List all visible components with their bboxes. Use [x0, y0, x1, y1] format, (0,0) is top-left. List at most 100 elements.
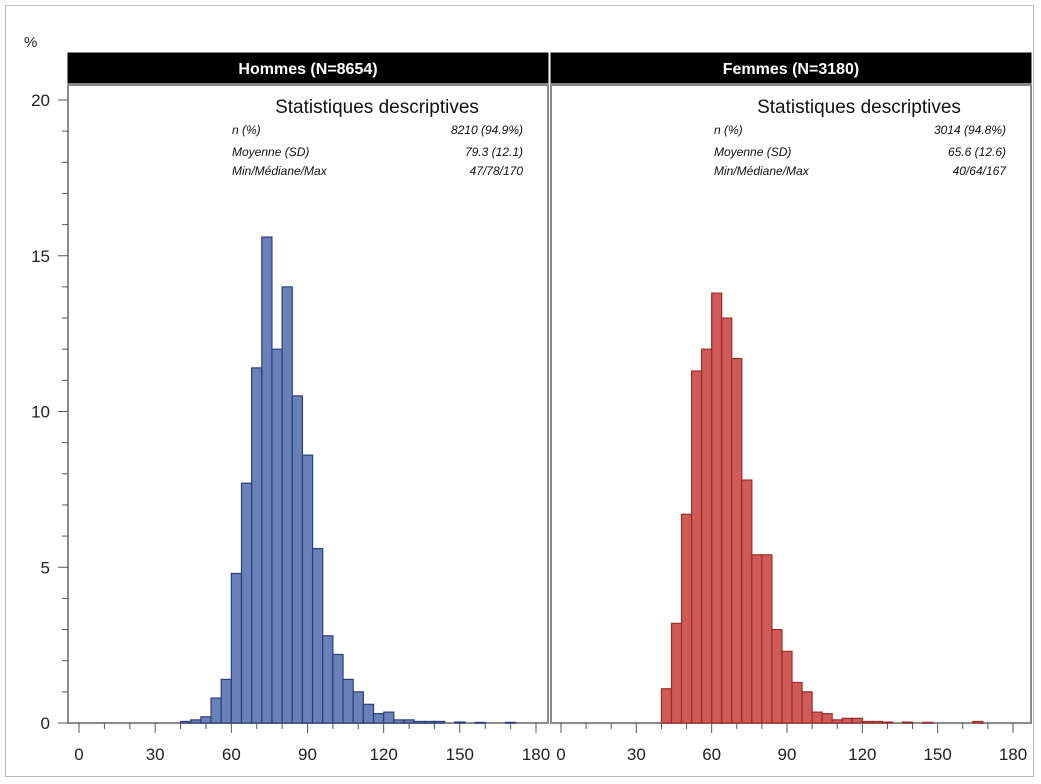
histogram-bar [731, 357, 743, 724]
x-tick-label: 30 [627, 745, 646, 764]
histogram-bar [901, 721, 914, 724]
x-tick-label: 90 [778, 745, 797, 764]
x-tick-label: 60 [702, 745, 721, 764]
stats-title: Statistiques descriptives [275, 97, 479, 118]
histogram-bar [454, 721, 466, 724]
histogram-bar [811, 711, 823, 724]
histogram-bar [851, 717, 863, 724]
histogram-bar [210, 697, 222, 724]
histogram-bar [821, 713, 833, 724]
axes: 0 30 60 90 120 150 180 0 30 60 90 120 150 180 0 5 10 15 20 [31, 91, 1027, 764]
histogram-bar [372, 713, 385, 724]
panel-strip-femmes [550, 52, 1032, 84]
histogram-bar [190, 719, 202, 724]
histogram-bar [291, 395, 304, 724]
stats-block-hommes: Statistiques descriptives n (%) 8210 (94… [232, 97, 523, 178]
histogram-bar [680, 513, 693, 724]
x-tick-label: 120 [848, 745, 876, 764]
histogram-bar [474, 721, 486, 724]
histogram-bar [383, 711, 395, 724]
histogram-bar [701, 348, 713, 724]
y-tick-label: 20 [31, 91, 50, 110]
histogram-bar [861, 720, 873, 724]
histogram-bar [751, 554, 763, 724]
histogram-bar [433, 720, 446, 724]
panel-label-hommes: Hommes (N=8654) [238, 61, 377, 78]
x-tick-label: 60 [222, 745, 241, 764]
histogram-bar [670, 622, 683, 724]
histogram-bar [342, 678, 354, 724]
histogram-bar [921, 721, 934, 724]
stats-label: n (%) [714, 123, 743, 137]
histogram-bar [240, 482, 253, 724]
histogram-bar [781, 650, 793, 724]
stats-label: Min/Médiane/Max [232, 164, 328, 178]
x-tick-label: 90 [298, 745, 317, 764]
histogram-bar [871, 720, 884, 724]
x-tick-label: 120 [369, 745, 397, 764]
y-tick-label: 5 [41, 558, 50, 577]
histogram-bar [200, 716, 212, 724]
histogram-bar [230, 572, 243, 724]
histogram-bar [881, 721, 894, 724]
histogram-bar [281, 286, 293, 724]
histogram-bar [362, 703, 375, 724]
histogram-bar [179, 720, 192, 724]
chart-frame [5, 5, 1034, 777]
histogram-bar [721, 317, 733, 724]
x-tick-label: 150 [923, 745, 951, 764]
histogram-bar [660, 688, 673, 724]
histogram-bar [690, 370, 703, 724]
histogram-bar [841, 717, 853, 724]
x-tick-label: 0 [74, 745, 83, 764]
histogram-bar [771, 628, 783, 724]
histogram-bar [413, 720, 425, 724]
stats-value: 40/64/167 [953, 164, 1008, 178]
stats-value: 3014 (94.8%) [934, 123, 1006, 137]
stats-label: Moyenne (SD) [714, 145, 791, 159]
histogram-bar [504, 721, 517, 724]
histogram-bar [831, 719, 843, 724]
histogram-bar [261, 236, 273, 724]
stats-label: Min/Médiane/Max [714, 164, 810, 178]
histogram-bars [179, 236, 984, 724]
stats-block-femmes: Statistiques descriptives n (%) 3014 (94… [714, 97, 1007, 178]
panel-strip-hommes [67, 52, 549, 84]
x-tick-label: 30 [146, 745, 165, 764]
histogram-bar [332, 653, 344, 724]
histogram-bar [801, 691, 813, 724]
stats-value: 65.6 (12.6) [948, 145, 1006, 159]
stats-title: Statistiques descriptives [757, 97, 961, 118]
histogram-bar [352, 691, 364, 724]
histogram-bar [322, 635, 334, 724]
y-tick-label: 15 [31, 247, 50, 266]
stats-value: 47/78/170 [470, 164, 524, 178]
histogram-bar [403, 719, 415, 724]
x-tick-label: 180 [999, 745, 1027, 764]
panel-label-femmes: Femmes (N=3180) [723, 61, 860, 78]
histogram-bar [972, 720, 984, 724]
histogram-bar [220, 678, 232, 724]
histogram-bar [711, 292, 723, 724]
y-tick-label: 10 [31, 403, 50, 422]
y-tick-label: 0 [41, 714, 50, 733]
y-axis-unit-label: % [24, 34, 37, 51]
histogram-bar [761, 554, 773, 724]
histogram-bar [311, 547, 324, 724]
x-tick-label: 180 [522, 745, 550, 764]
histogram-bar [423, 720, 436, 724]
stats-label: n (%) [232, 123, 261, 137]
x-tick-label: 0 [556, 745, 565, 764]
stats-value: 8210 (94.9%) [451, 123, 523, 137]
plot-area-femmes [550, 84, 1032, 724]
histogram-bar [393, 719, 405, 724]
histogram-bar [741, 479, 753, 724]
stats-label: Moyenne (SD) [232, 145, 309, 159]
histogram-bar [791, 681, 803, 724]
histogram-bar [301, 454, 314, 724]
stats-value: 79.3 (12.1) [465, 145, 523, 159]
histogram-bar [271, 348, 283, 724]
x-tick-label: 150 [446, 745, 474, 764]
histogram-bar [251, 367, 263, 724]
